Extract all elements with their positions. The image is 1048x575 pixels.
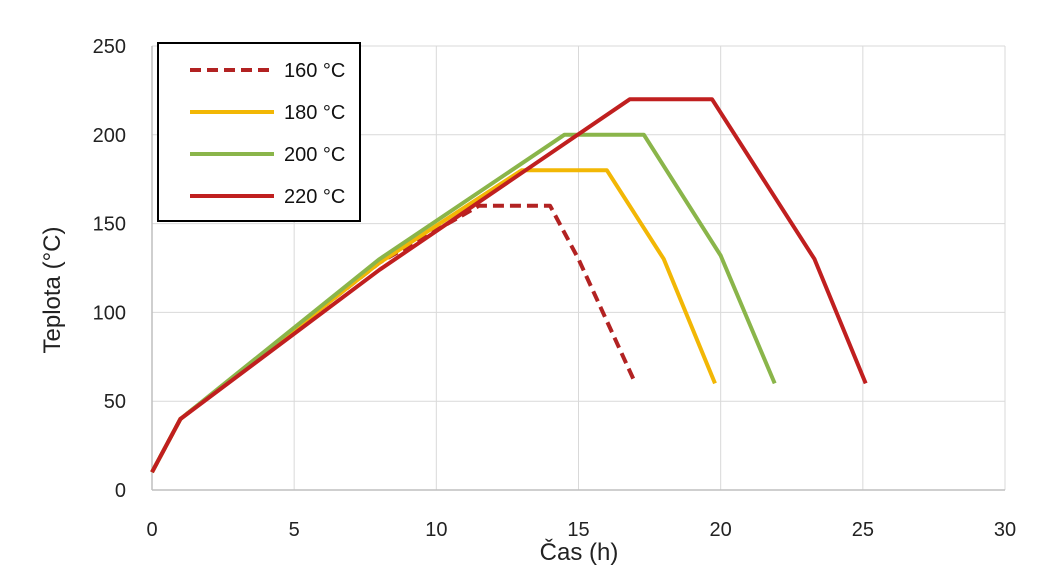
x-tick-label: 15 [567, 519, 589, 541]
legend-entry: 160 °C [284, 60, 345, 82]
x-tick-label: 10 [425, 519, 447, 541]
legend-box [157, 42, 361, 222]
y-tick-label: 250 [93, 36, 126, 58]
x-axis-label: Čas (h) [540, 538, 619, 566]
y-tick-label: 0 [115, 480, 126, 502]
x-tick-label: 20 [710, 519, 732, 541]
x-tick-label: 30 [994, 519, 1016, 541]
x-tick-label: 0 [146, 519, 157, 541]
y-tick-label: 200 [93, 125, 126, 147]
series-lines [150, 97, 868, 474]
y-tick-label: 50 [104, 391, 126, 413]
legend-entry: 220 °C [284, 186, 345, 208]
x-tick-label: 25 [852, 519, 874, 541]
x-tick-label: 5 [289, 519, 300, 541]
legend: 160 °C 180 °C 200 °C 220 °C [157, 42, 361, 222]
tick-labels: 0 5 10 15 20 25 30 0 50 100 150 200 250 [93, 36, 1017, 541]
legend-entry: 200 °C [284, 144, 345, 166]
series-line [150, 97, 868, 474]
y-axis-label: Teplota (°C) [39, 227, 66, 354]
y-tick-label: 150 [93, 214, 126, 236]
legend-entry: 180 °C [284, 102, 345, 124]
y-tick-label: 100 [93, 302, 126, 324]
axes [151, 46, 1005, 491]
